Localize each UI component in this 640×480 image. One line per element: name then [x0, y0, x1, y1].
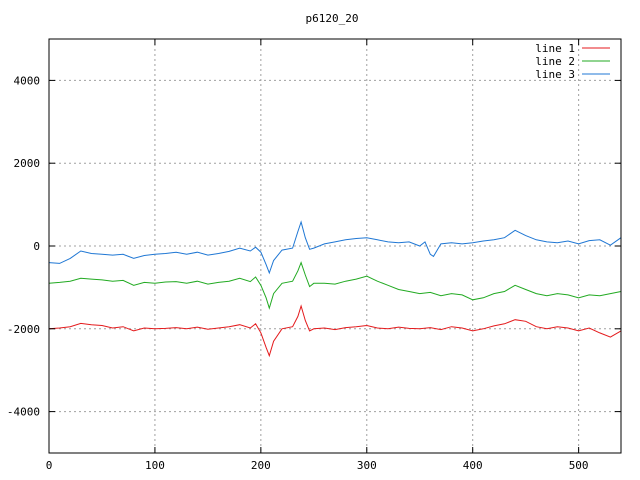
x-tick-label: 500: [569, 459, 589, 472]
legend-label: line 3: [535, 68, 575, 81]
y-tick-label: -2000: [7, 323, 40, 336]
x-tick-label: 0: [46, 459, 53, 472]
y-tick-label: 4000: [14, 74, 41, 87]
x-tick-label: 200: [251, 459, 271, 472]
x-tick-label: 100: [145, 459, 165, 472]
x-tick-label: 300: [357, 459, 377, 472]
series-lines: [48, 220, 622, 358]
y-tick-label: -4000: [7, 406, 40, 419]
axis-ticks: 0 100 200 300 400 500 -4000 -2000 0 2000 4000: [7, 39, 621, 472]
series-line-1: [48, 304, 622, 358]
y-tick-label: 2000: [14, 157, 41, 170]
x-tick-label: 400: [463, 459, 483, 472]
series-line-3: [48, 220, 622, 275]
series-line-2: [48, 261, 622, 310]
legend-label: line 1: [535, 42, 575, 55]
y-tick-label: 0: [33, 240, 40, 253]
legend-label: line 2: [535, 55, 575, 68]
chart-title: p6120_20: [306, 12, 359, 25]
grid: [49, 39, 621, 453]
